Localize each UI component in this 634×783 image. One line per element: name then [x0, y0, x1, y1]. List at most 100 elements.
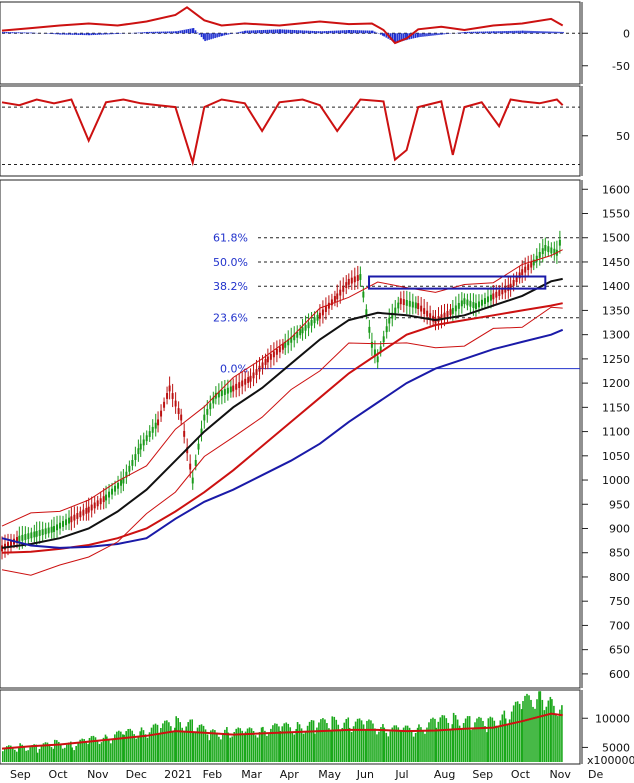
volume-bar — [229, 737, 232, 762]
volume-bar — [360, 720, 363, 762]
price-candle-body — [38, 530, 41, 536]
volume-bar — [464, 718, 467, 762]
price-candle-body — [238, 382, 241, 389]
volume-bar — [166, 720, 168, 762]
volume-bar — [208, 740, 211, 762]
macd-histogram-bar — [170, 31, 173, 34]
volume-bar — [142, 730, 145, 762]
price-candle-body — [454, 305, 457, 312]
macd-histogram-bar — [285, 29, 288, 34]
volume-bar — [46, 742, 49, 762]
price-candle-body — [408, 300, 411, 307]
macd-histogram-bar — [373, 31, 376, 34]
macd-histogram-bar — [185, 29, 187, 34]
volume-bar — [272, 725, 274, 762]
macd-histogram-bar — [345, 30, 348, 34]
macd-histogram-bar — [347, 30, 350, 34]
macd-histogram-bar — [414, 33, 417, 38]
volume-bar — [64, 747, 66, 762]
x-tick-label: 2021 — [164, 768, 192, 781]
macd-histogram-bar — [291, 29, 294, 34]
volume-bar — [352, 726, 355, 762]
macd-histogram-bar — [28, 32, 30, 34]
macd-histogram-bar — [32, 32, 35, 34]
volume-bar — [536, 699, 538, 762]
x-tick-label: Nov — [87, 768, 109, 781]
volume-bar — [445, 718, 448, 762]
macd-histogram-bar — [56, 33, 59, 35]
price-candle-body — [47, 527, 50, 534]
price-candle-body — [21, 534, 24, 541]
price-candle-body — [203, 414, 206, 421]
price-candle-body — [255, 369, 258, 375]
volume-bar — [454, 715, 457, 762]
price-candle-body — [318, 312, 321, 319]
macd-histogram-bar — [476, 31, 478, 34]
macd-histogram-bar — [108, 33, 111, 35]
macd-histogram-bar — [262, 29, 265, 34]
macd-histogram-bar — [522, 30, 524, 34]
macd-histogram-bar — [154, 31, 157, 34]
volume-bar — [216, 732, 218, 762]
volume-bar — [133, 734, 135, 762]
volume-bar — [451, 724, 454, 762]
price-candle-body — [287, 339, 290, 346]
macd-histogram-bar — [18, 32, 20, 34]
volume-bar — [140, 727, 143, 762]
price-candle-body — [117, 482, 120, 489]
volume-bar — [33, 744, 35, 762]
x-tick-label: Oct — [511, 768, 531, 781]
volume-bar — [68, 742, 70, 762]
macd-histogram-bar — [325, 31, 328, 34]
volume-bar — [60, 744, 62, 762]
volume-bar — [306, 725, 309, 762]
price-candle-body — [486, 296, 489, 303]
volume-bar — [248, 727, 251, 762]
macd-histogram-bar — [544, 31, 546, 34]
x-tick-label: Feb — [203, 768, 222, 781]
volume-bar — [298, 724, 301, 762]
price-candle-body — [541, 248, 544, 255]
volume-bar — [112, 738, 114, 762]
volume-bar — [102, 737, 105, 762]
volume-bar — [296, 722, 299, 762]
volume-bar — [6, 746, 8, 762]
price-candle-body — [50, 526, 53, 533]
volume-bar — [374, 728, 376, 762]
volume-bar — [330, 730, 332, 762]
volume-bar — [551, 699, 553, 762]
volume-bar — [543, 710, 546, 762]
volume-bar — [559, 709, 561, 762]
macd-histogram-bar — [177, 30, 179, 34]
volume-bar — [443, 715, 446, 762]
macd-histogram-bar — [87, 33, 90, 36]
price-candle-body — [44, 528, 47, 535]
price-candle-body — [18, 535, 21, 542]
macd-histogram-bar — [79, 33, 82, 35]
volume-bar — [100, 742, 103, 762]
volume-bar — [23, 747, 25, 762]
macd-histogram-bar — [139, 32, 142, 34]
price-candle-body — [168, 385, 171, 392]
macd-histogram-bar — [478, 31, 480, 34]
price-candle-body — [120, 479, 123, 486]
fib-level-label: 61.8% — [213, 232, 248, 245]
price-candle-body — [166, 393, 169, 399]
macd-histogram-bar — [206, 33, 208, 41]
macd-histogram-bar — [235, 32, 238, 34]
macd-histogram-bar — [354, 30, 357, 34]
macd-histogram-bar — [174, 31, 177, 34]
volume-bar — [499, 720, 502, 762]
volume-bar — [139, 731, 141, 762]
volume-bar — [202, 725, 205, 762]
volume-bar — [71, 747, 73, 762]
price-candle-body — [469, 300, 472, 307]
macd-ytick-label: 0 — [623, 27, 630, 40]
volume-bar — [322, 718, 324, 762]
macd-histogram-bar — [391, 33, 394, 41]
price-series-line — [1, 302, 563, 554]
volume-bar — [137, 736, 139, 762]
price-candle-body — [457, 302, 460, 309]
volume-bar — [108, 740, 110, 762]
volume-bar — [478, 716, 480, 762]
